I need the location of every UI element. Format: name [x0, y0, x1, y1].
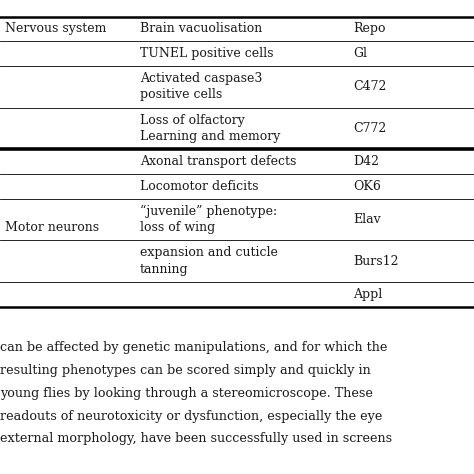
- Text: Brain vacuolisation: Brain vacuolisation: [140, 22, 262, 36]
- Text: Burs12: Burs12: [353, 255, 399, 268]
- Text: Activated caspase3
positive cells: Activated caspase3 positive cells: [140, 72, 262, 101]
- Text: Elav: Elav: [353, 213, 381, 226]
- Text: can be affected by genetic manipulations, and for which the: can be affected by genetic manipulations…: [0, 341, 387, 354]
- Text: Loss of olfactory
Learning and memory: Loss of olfactory Learning and memory: [140, 114, 280, 143]
- Text: expansion and cuticle
tanning: expansion and cuticle tanning: [140, 246, 278, 276]
- Text: resulting phenotypes can be scored simply and quickly in: resulting phenotypes can be scored simpl…: [0, 364, 371, 377]
- Text: Nervous system: Nervous system: [5, 22, 106, 36]
- Text: OK6: OK6: [353, 180, 381, 193]
- Text: C772: C772: [353, 122, 386, 135]
- Text: Locomotor deficits: Locomotor deficits: [140, 180, 258, 193]
- Text: young flies by looking through a stereomicroscope. These: young flies by looking through a stereom…: [0, 387, 373, 400]
- Text: Motor neurons: Motor neurons: [5, 221, 99, 235]
- Text: external morphology, have been successfully used in screens: external morphology, have been successfu…: [0, 432, 392, 445]
- Text: D42: D42: [353, 155, 379, 168]
- Text: Appl: Appl: [353, 288, 383, 301]
- Text: Axonal transport defects: Axonal transport defects: [140, 155, 296, 168]
- Text: “juvenile” phenotype:
loss of wing: “juvenile” phenotype: loss of wing: [140, 205, 277, 234]
- Text: Repo: Repo: [353, 22, 386, 36]
- Text: readouts of neurotoxicity or dysfunction, especially the eye: readouts of neurotoxicity or dysfunction…: [0, 410, 383, 422]
- Text: Gl: Gl: [353, 47, 367, 60]
- Text: TUNEL positive cells: TUNEL positive cells: [140, 47, 273, 60]
- Text: C472: C472: [353, 80, 386, 93]
